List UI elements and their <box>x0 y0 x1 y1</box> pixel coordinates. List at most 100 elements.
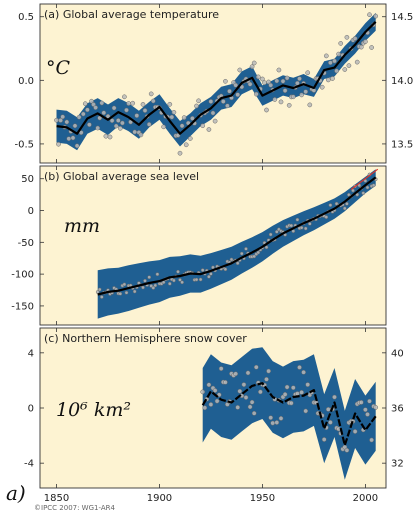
data-point <box>175 133 181 138</box>
panel-temperature-unit-label: °C <box>46 57 71 79</box>
data-point <box>344 34 350 40</box>
data-point <box>80 111 86 117</box>
panel-temperature: 0.5 0.0 -0.5 14.5 14.0 13.5 (a) Global averag… <box>14 3 413 164</box>
data-point <box>223 78 228 84</box>
data-point <box>276 67 282 73</box>
data-point <box>328 420 333 425</box>
data-point <box>325 77 331 83</box>
data-point <box>118 291 123 296</box>
data-point <box>167 281 172 286</box>
data-point <box>167 101 173 107</box>
data-point <box>251 410 257 416</box>
left-tick-label: -50 <box>18 238 34 249</box>
data-point <box>305 382 311 387</box>
data-point <box>183 142 189 148</box>
panel-sea-level-axes-layer: 50 0 -50 -100 -150 <box>11 165 387 326</box>
data-point <box>194 103 199 109</box>
data-point <box>319 84 325 90</box>
data-point <box>373 405 379 410</box>
left-tick-label: 0 <box>28 206 34 217</box>
data-point <box>266 79 271 85</box>
data-point <box>200 123 206 129</box>
data-point <box>72 123 78 129</box>
data-point <box>120 120 125 126</box>
right-tick-label: 36 <box>391 404 404 415</box>
data-point <box>346 63 352 68</box>
data-point <box>299 390 304 395</box>
data-point <box>268 232 273 237</box>
data-point <box>241 382 247 387</box>
uncertainty-band <box>202 347 376 480</box>
data-point <box>143 278 147 283</box>
data-point <box>282 88 288 93</box>
data-point <box>361 191 366 195</box>
panel-snow-cover-points-layer <box>200 364 379 453</box>
data-point <box>130 100 136 106</box>
data-point <box>124 107 129 113</box>
data-point <box>126 101 131 106</box>
data-point <box>253 91 259 97</box>
data-point <box>328 203 333 207</box>
data-point <box>161 280 166 285</box>
data-point <box>178 278 182 282</box>
data-point <box>58 118 63 123</box>
data-point <box>297 76 302 82</box>
data-point <box>363 407 368 413</box>
left-tick-label: -4 <box>24 459 34 470</box>
data-point <box>303 89 309 95</box>
panel-temperature-line-layer <box>56 21 377 135</box>
data-point <box>148 91 154 97</box>
data-point <box>237 388 243 394</box>
data-point <box>209 272 213 276</box>
data-point <box>307 221 312 226</box>
data-point <box>54 117 59 123</box>
data-point <box>280 78 286 84</box>
data-point <box>235 261 240 266</box>
panel-temperature-title: (a) Global average temperature <box>44 8 219 21</box>
panel-temperature-background <box>40 4 386 163</box>
data-point <box>227 88 232 94</box>
data-point <box>295 391 300 396</box>
uncertainty-band <box>97 169 376 319</box>
data-point <box>132 129 138 135</box>
data-point <box>200 268 205 272</box>
data-point <box>196 98 201 104</box>
data-point <box>150 98 156 104</box>
data-point <box>332 394 337 400</box>
data-point <box>365 185 370 190</box>
data-point <box>358 44 364 50</box>
left-tick-label: -0.5 <box>14 139 34 150</box>
data-point <box>115 118 121 123</box>
data-point <box>324 215 329 219</box>
right-tick-label: 14.0 <box>391 76 413 87</box>
data-point <box>295 217 300 222</box>
data-point <box>247 404 253 410</box>
data-point <box>109 118 115 123</box>
data-point <box>161 124 166 130</box>
data-point <box>122 94 127 100</box>
data-point <box>268 415 274 421</box>
data-point <box>274 420 280 425</box>
data-point <box>56 141 61 147</box>
panel-temperature-axes-layer: 0.5 0.0 -0.5 14.5 14.0 13.5 <box>14 3 413 164</box>
data-point <box>187 136 193 141</box>
data-point <box>284 75 290 81</box>
data-point <box>103 133 109 139</box>
data-point <box>330 76 335 81</box>
right-tick-label: 13.5 <box>391 139 413 150</box>
data-point <box>179 123 185 129</box>
data-point <box>260 76 265 82</box>
data-point <box>142 108 148 113</box>
data-point <box>354 59 360 65</box>
data-point <box>274 78 280 84</box>
data-point <box>371 183 376 188</box>
data-point <box>107 134 113 140</box>
data-point <box>338 41 344 46</box>
panel-sea-level-line-layer <box>97 168 379 296</box>
data-point <box>251 60 257 66</box>
right-tick-label: 32 <box>391 459 404 470</box>
left-tick-label: -150 <box>11 301 34 312</box>
data-point <box>352 429 358 434</box>
